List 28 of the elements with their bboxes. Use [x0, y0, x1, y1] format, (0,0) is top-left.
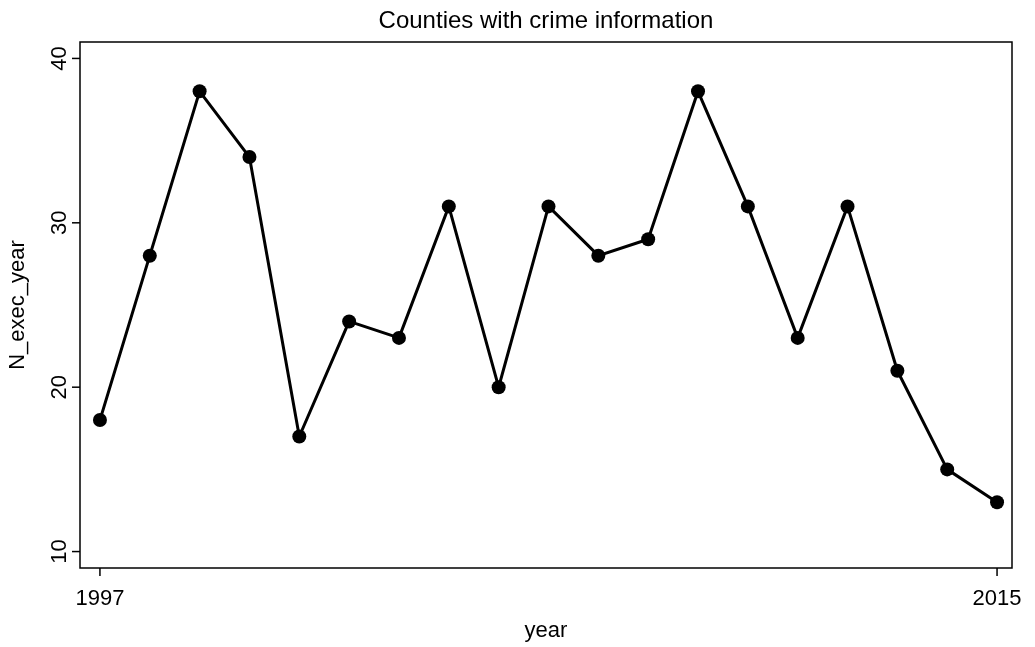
point	[541, 199, 556, 214]
point	[840, 199, 855, 214]
point	[691, 84, 706, 99]
point	[391, 330, 406, 345]
point	[441, 199, 456, 214]
point	[890, 363, 905, 378]
point	[740, 199, 755, 214]
point	[92, 413, 107, 428]
point	[940, 462, 955, 477]
point	[990, 495, 1005, 510]
point	[491, 380, 506, 395]
y-tick-label: 30	[46, 210, 71, 236]
y-axis-title: N_exec_year	[4, 240, 29, 370]
point	[790, 330, 805, 345]
point	[591, 248, 606, 263]
y-tick-label: 40	[46, 46, 71, 71]
chart-title: Counties with crime information	[378, 6, 714, 33]
x-tick-label: 1997	[75, 585, 125, 610]
y-tick-label: 10	[46, 539, 71, 564]
point	[641, 232, 656, 247]
point	[142, 248, 157, 263]
point	[292, 429, 307, 444]
x-tick-label: 2015	[972, 585, 1022, 610]
point	[242, 150, 257, 165]
y-tick-label: 20	[46, 374, 71, 400]
point	[192, 84, 207, 99]
x-axis-title: year	[524, 617, 568, 642]
point	[342, 314, 357, 329]
